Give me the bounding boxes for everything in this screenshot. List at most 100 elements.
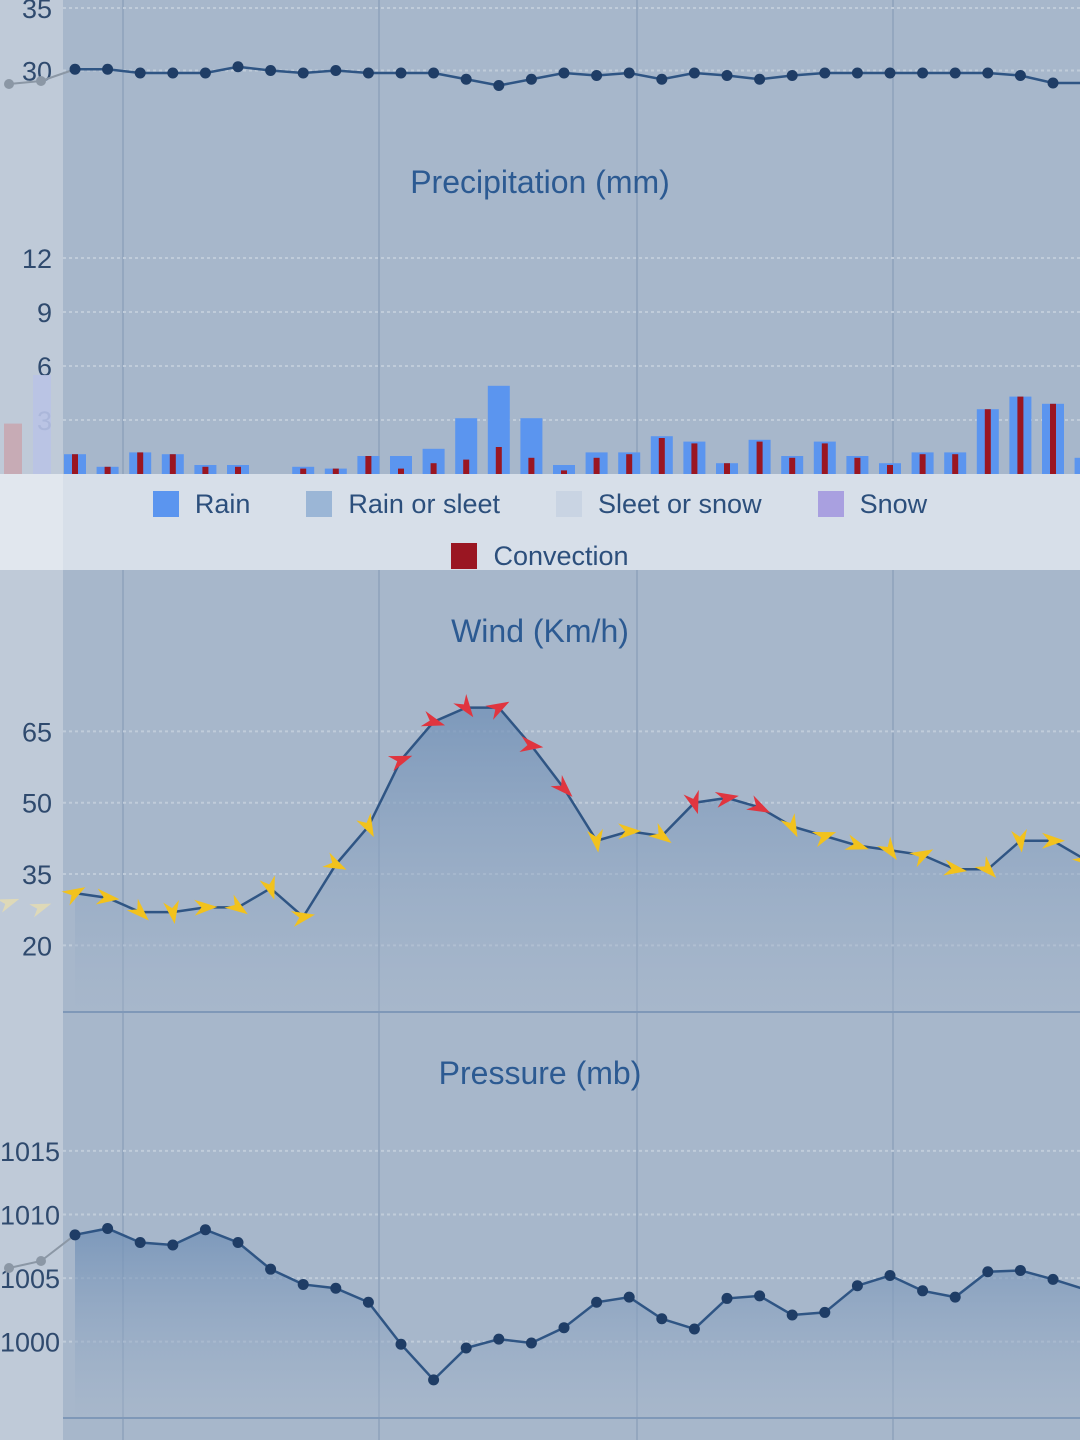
wind-arrow-icon xyxy=(453,693,474,718)
legend-item-convection: Convection xyxy=(451,541,629,572)
top-chart-point xyxy=(525,73,537,85)
wind-arrow-icon xyxy=(1011,828,1027,853)
wind-arrow xyxy=(420,710,446,727)
precip-chart-tick-label-1: 6 xyxy=(37,352,52,382)
wind-arrow xyxy=(356,813,374,838)
top-chart-point xyxy=(591,70,603,81)
pressure-point xyxy=(1047,1273,1059,1285)
pressure-point xyxy=(102,1222,114,1234)
wind-arrow xyxy=(683,789,699,815)
precip-convection-bar xyxy=(495,447,502,474)
top-chart-point xyxy=(69,63,81,75)
precip-convection-bar xyxy=(235,466,241,474)
top-chart-point xyxy=(460,73,472,85)
precip-rain-bar xyxy=(422,448,445,474)
pressure-point xyxy=(362,1296,374,1308)
pressure-point xyxy=(395,1338,407,1350)
pressure-point xyxy=(754,1290,766,1302)
wind-arrow-icon xyxy=(224,894,248,915)
wind-arrow xyxy=(126,898,149,921)
precip-convection-bar xyxy=(104,466,111,474)
pressure-point xyxy=(721,1292,733,1304)
top-chart-tick-label-1: 35 xyxy=(22,0,52,24)
wind-arrow-icon xyxy=(0,898,20,913)
legend-label-sleet-or-snow: Sleet or snow xyxy=(597,488,762,519)
precip-convection-bar xyxy=(72,454,78,474)
wind-arrow-icon xyxy=(322,852,347,870)
precip-rain-bar xyxy=(520,418,543,474)
wind-arrow-icon xyxy=(780,813,798,838)
wind-arrow-icon xyxy=(714,791,739,808)
precip-convection-bar xyxy=(984,409,991,474)
pressure-chart-tick-label-2: 1010 xyxy=(0,1200,60,1230)
pressure-chart-tick-label-3: 1015 xyxy=(0,1137,60,1167)
wind-arrow-icon xyxy=(485,701,510,720)
legend-item-rain-or-sleet: Rain or sleet xyxy=(306,489,500,520)
top-chart-point xyxy=(558,67,570,79)
pressure-point xyxy=(330,1282,342,1294)
precipitation-legend: Rain Rain or sleet Sleet or snow Snow Co… xyxy=(0,474,1080,572)
pressure-point xyxy=(851,1280,863,1292)
wind-arrow-icon xyxy=(126,898,149,921)
legend-item-sleet-or-snow: Sleet or snow xyxy=(555,488,762,520)
wind-arrow xyxy=(194,899,218,916)
top-chart-point xyxy=(688,67,700,79)
wind-arrow-icon xyxy=(618,823,642,840)
pressure-point xyxy=(69,1229,81,1241)
precip-convection-bar xyxy=(658,438,665,474)
precip-convection-bar xyxy=(887,465,893,474)
precip-convection-bar xyxy=(561,470,567,474)
top-chart-point xyxy=(819,67,831,79)
precip-convection-bar xyxy=(821,443,828,474)
legend-row-types: Rain Rain or sleet Sleet or snow Snow xyxy=(0,484,1080,524)
pressure-point xyxy=(297,1278,309,1290)
wind-arrow xyxy=(519,736,544,753)
pressure-area xyxy=(75,1228,1080,1418)
wind-arrow-icon xyxy=(259,875,275,900)
top-chart-point xyxy=(1014,70,1026,81)
pressure-point xyxy=(1014,1264,1026,1276)
precip-convection-bar xyxy=(593,457,600,474)
precip-convection-bar xyxy=(202,466,209,474)
pressure-point xyxy=(525,1337,537,1349)
precip-convection-bar xyxy=(919,454,926,474)
plot-background xyxy=(63,0,1080,1440)
wind-arrow-icon xyxy=(909,849,934,868)
wind-arrow-icon xyxy=(290,911,315,927)
wind-arrow-icon xyxy=(844,834,869,850)
top-chart-point xyxy=(199,67,211,79)
precip-convection-bar xyxy=(463,459,470,474)
wind-arrow xyxy=(714,791,739,808)
top-chart-point xyxy=(102,63,114,75)
top-chart-point xyxy=(297,67,309,79)
wind-arrow-icon xyxy=(61,887,86,906)
top-chart-point xyxy=(786,70,798,81)
pressure-point xyxy=(884,1270,896,1282)
pressure-point xyxy=(949,1291,961,1303)
wind-arrow-icon xyxy=(1042,832,1065,849)
precip-rain-bar xyxy=(1074,457,1080,474)
precip-convection-bar xyxy=(952,454,959,474)
top-chart-point xyxy=(265,65,277,76)
top-chart-point xyxy=(134,67,146,79)
wind-area xyxy=(75,707,1080,1012)
top-chart-leading-point-0 xyxy=(4,79,14,89)
top-chart-point xyxy=(917,67,929,79)
wind-arrow-icon xyxy=(587,828,603,853)
legend-swatch-snow xyxy=(817,491,844,517)
wind-arrow-icon xyxy=(95,888,120,905)
precip-convection-bar xyxy=(724,463,730,474)
top-chart-point xyxy=(656,73,668,85)
wind-arrow xyxy=(780,813,798,838)
top-chart-point xyxy=(623,67,635,79)
pressure-point xyxy=(460,1342,472,1354)
wind-arrow xyxy=(163,899,179,924)
top-chart-point xyxy=(754,73,766,85)
wind-arrow xyxy=(290,911,315,927)
precip-convection-bar xyxy=(169,454,176,474)
pressure-leading-point-0 xyxy=(4,1263,14,1273)
wind-chart-tick-label-2: 50 xyxy=(22,789,52,819)
pressure-title: Pressure (mb) xyxy=(439,1055,642,1091)
legend-item-snow: Snow xyxy=(817,489,927,520)
